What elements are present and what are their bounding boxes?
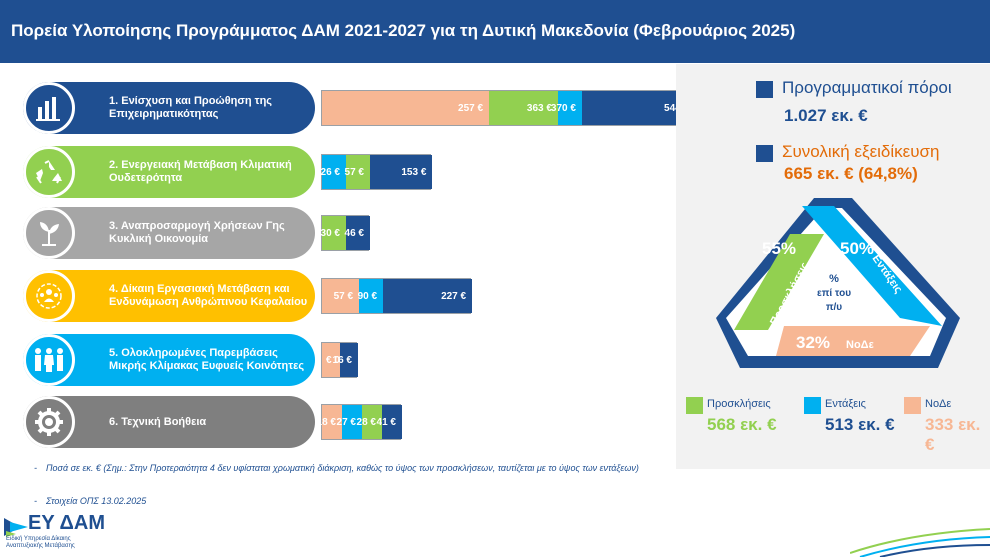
logo-mark-icon <box>4 518 28 537</box>
legend-value: 568 εκ. € <box>707 415 777 434</box>
legend-label: Προσκλήσεις <box>707 398 771 410</box>
segment-value-label: 41 € <box>376 416 396 428</box>
nod-label: ΝοΔε <box>846 339 875 351</box>
priority-pill: 4. Δίκαιη Εργασιακή Μετάβαση και Ενδυνάμ… <box>23 270 315 322</box>
proskliseis-segment <box>734 234 824 330</box>
legend-swatch <box>804 397 821 414</box>
center-epi: επί του <box>817 288 851 299</box>
resources-value: 1.027 εκ. € <box>784 106 868 125</box>
priority-bar: 257 €363 €370 €544 € <box>321 90 696 126</box>
bar-segment <box>346 216 370 250</box>
entaxeis-pct: 50% <box>840 239 874 258</box>
bar-chart-icon <box>23 82 75 134</box>
segment-value-label: 27 € <box>336 416 356 428</box>
segment-value-label: 370 € <box>550 102 576 114</box>
priority-label: 3. Αναπροσαρμογή Χρήσεων Γης Κυκλική Οικ… <box>109 220 285 245</box>
logo-sub-1: Ειδική Υπηρεσία Δίκαιης <box>6 536 71 542</box>
logo-name: ΕΥ ΔΑΜ <box>28 512 105 534</box>
priority-bar: 57 €90 € 227 € <box>321 278 473 314</box>
legend-value: 513 εκ. € <box>825 415 895 434</box>
priority-pill: 3. Αναπροσαρμογή Χρήσεων Γης Κυκλική Οικ… <box>23 207 315 259</box>
bar-segment <box>370 155 433 189</box>
resources-square-icon <box>756 81 773 98</box>
nod-pct: 32% <box>796 333 830 352</box>
segment-value-label: 90 € <box>357 290 378 302</box>
priority-pill: 5. Ολοκληρωμένες Παρεμβάσεις Μικρής Κλίμ… <box>23 334 315 386</box>
entaxeis-segment <box>802 206 942 326</box>
bar-segment <box>322 279 360 313</box>
page-title: Πορεία Υλοποίησης Προγράμματος ΔΑΜ 2021-… <box>11 21 796 40</box>
priority-pill: 1. Ενίσχυση και Προώθηση της Επιχειρηματ… <box>23 82 315 134</box>
bar-segment <box>322 216 346 250</box>
note-dash-1: - <box>34 463 37 473</box>
legend-swatch <box>904 397 921 414</box>
specification-label: Συνολική εξειδίκευση <box>782 142 940 161</box>
bar-segment <box>362 405 382 439</box>
segment-value-label: 57 € <box>333 290 354 302</box>
nod-segment <box>776 326 930 356</box>
bar-segment <box>382 405 402 439</box>
legend-label: Εντάξεις <box>825 398 866 410</box>
priority-bar: 30 € 46 € <box>320 215 370 251</box>
people-icon <box>23 334 75 386</box>
plant-icon <box>23 207 75 259</box>
legend-value: 333 εκ. € <box>925 415 981 454</box>
note-source: Στοιχεία ΟΠΣ 13.02.2025 <box>46 496 147 506</box>
segment-value-label: 57 € <box>344 166 364 178</box>
note-amounts: Ποσά σε εκ. € (Σημ.: Στην Προτεραιότητα … <box>46 463 639 473</box>
segment-value-label: 227 € <box>441 290 467 302</box>
priority-pill: 2. Ενεργειακή Μετάβαση Κλιματική Ουδετερ… <box>23 146 315 198</box>
segment-value-label: 30 € <box>320 227 340 239</box>
bar-segment <box>489 91 558 125</box>
legend-label: ΝοΔε <box>925 398 952 410</box>
bar-segment <box>340 343 358 377</box>
specification-value: 665 εκ. € (64,8%) <box>784 164 918 183</box>
decorative-waves <box>850 528 990 557</box>
page-title-bar: Πορεία Υλοποίησης Προγράμματος ΔΑΜ 2021-… <box>0 0 990 63</box>
gear-icon <box>23 396 75 448</box>
priority-bar: € 0 16 € <box>321 342 358 378</box>
priority-label: 1. Ενίσχυση και Προώθηση της Επιχειρηματ… <box>109 95 273 120</box>
bar-segment <box>346 155 370 189</box>
priority-bar: 18 €27 €28 €41 € <box>317 404 402 440</box>
bar-segment <box>322 91 490 125</box>
proskliseis-pct: 55% <box>762 239 796 258</box>
priority-label: 6. Τεχνική Βοήθεια <box>109 415 207 428</box>
note-dash-2: - <box>34 496 37 506</box>
triangle-diagram: 55% 50% 32% ΝοΔε Προσκλήσεις Εντάξεις % … <box>716 198 960 368</box>
bar-segment <box>322 155 346 189</box>
legend-swatch <box>686 397 703 414</box>
recycle-icon <box>23 146 75 198</box>
bar-segment <box>383 279 473 313</box>
segment-value-label: 153 € <box>401 166 427 178</box>
center-pct: % <box>829 273 839 285</box>
bar-segment <box>557 91 582 125</box>
segment-value-label: 257 € <box>458 102 484 114</box>
center-py: π/υ <box>826 302 842 313</box>
people-circle-icon <box>23 270 75 322</box>
priority-label: 2. Ενεργειακή Μετάβαση Κλιματική Ουδετερ… <box>109 159 292 184</box>
priority-label: 5. Ολοκληρωμένες Παρεμβάσεις Μικρής Κλίμ… <box>109 347 305 372</box>
priority-pill: 6. Τεχνική Βοήθεια <box>23 396 315 448</box>
logo-sub-2: Αναπτυξιακής Μετάβασης <box>6 543 75 549</box>
segment-value-label: € 0 <box>326 354 340 366</box>
priority-label: 4. Δίκαιη Εργασιακή Μετάβαση και Ενδυνάμ… <box>109 283 308 308</box>
priority-bar: 26 € 57 € 153 € <box>320 154 433 190</box>
segment-value-label: 28 € <box>356 416 376 428</box>
summary-panel: Προγραμματικοί πόροι 1.027 εκ. € Συνολικ… <box>676 64 990 469</box>
segment-value-label: 363 € <box>526 102 552 114</box>
bar-segment <box>322 405 342 439</box>
specification-square-icon <box>756 145 773 162</box>
segment-value-label: 26 € <box>320 166 340 178</box>
segment-value-label: 18 € <box>316 416 336 428</box>
bar-segment <box>359 279 384 313</box>
resources-label: Προγραμματικοί πόροι <box>782 78 952 97</box>
bar-segment <box>342 405 362 439</box>
bar-segment <box>322 343 340 377</box>
segment-value-label: 46 € <box>344 227 364 239</box>
segment-value-label: 16 € <box>332 354 352 366</box>
